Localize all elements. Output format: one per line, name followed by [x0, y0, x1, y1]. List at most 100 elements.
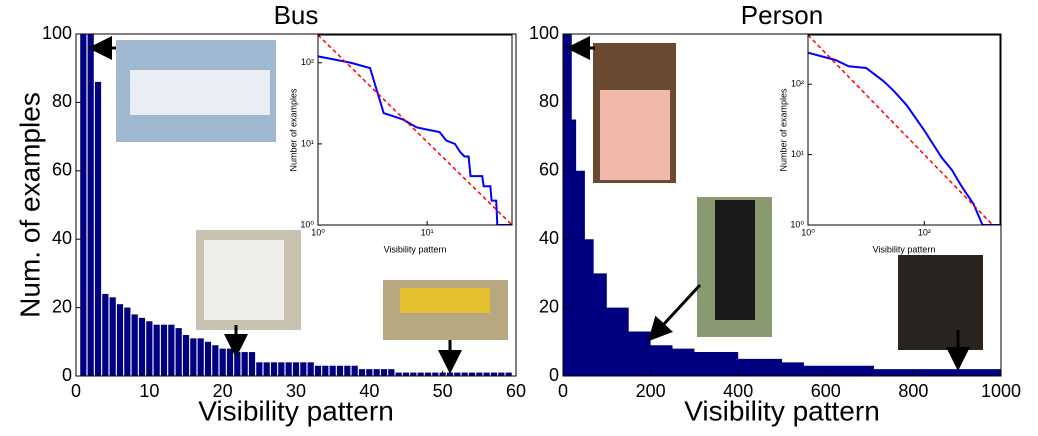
- y-tick-label: 80: [539, 91, 559, 111]
- bar: [336, 365, 344, 376]
- person-photo-body: [715, 200, 755, 320]
- bar: [468, 372, 476, 376]
- y-tick-label: 0: [549, 365, 559, 385]
- x-axis-label: Visibility pattern: [384, 244, 447, 254]
- bar: [307, 362, 314, 376]
- plot: [563, 34, 1001, 376]
- bar: [380, 369, 388, 376]
- bar: [314, 365, 322, 376]
- x-tick-label: 400: [723, 381, 753, 401]
- bar: [146, 321, 153, 376]
- x-tick-label: 10: [139, 381, 159, 401]
- bar: [483, 372, 490, 376]
- x-tick-label: 10¹: [421, 227, 434, 237]
- bar: [278, 362, 285, 376]
- x-tick-label: 10²: [918, 227, 931, 237]
- bar: [395, 372, 402, 376]
- x-axis-label: Visibility pattern: [198, 395, 394, 426]
- y-tick-label: 10¹: [301, 138, 314, 148]
- bar: [234, 352, 241, 376]
- x-axis-label: Visibility pattern: [873, 244, 936, 254]
- bar: [322, 365, 329, 376]
- bar: [190, 338, 197, 376]
- y-tick-label: 60: [52, 160, 72, 180]
- x-tick-label: 30: [286, 381, 306, 401]
- bar: [94, 81, 102, 376]
- bar: [490, 372, 498, 376]
- series-line: [318, 35, 512, 225]
- bar: [498, 372, 505, 376]
- x-tick-label: 40: [359, 381, 379, 401]
- y-axis-label: Number of examples: [288, 88, 298, 172]
- y-axis-label: Num. of examples: [14, 92, 45, 318]
- bar: [87, 34, 94, 376]
- bar: [329, 365, 336, 376]
- bar: [109, 297, 116, 376]
- plot: [318, 35, 512, 225]
- bar: [241, 352, 248, 376]
- bar: [263, 362, 270, 376]
- y-tick-label: 100: [529, 23, 559, 43]
- arrow: [647, 283, 702, 342]
- photos: [88, 36, 983, 374]
- bar: [256, 362, 263, 376]
- y-tick-label: 10⁰: [300, 219, 314, 229]
- bar: [182, 334, 190, 376]
- x-tick-label: 10⁰: [801, 227, 815, 237]
- bar: [248, 352, 256, 376]
- x-axis-label: Visibility pattern: [684, 395, 880, 426]
- bar: [80, 34, 87, 376]
- bar: [344, 365, 351, 376]
- x-tick-label: 50: [433, 381, 453, 401]
- bar: [212, 345, 219, 376]
- person-photo: [898, 255, 983, 350]
- x-tick-label: 20: [213, 381, 233, 401]
- bar: [424, 372, 432, 376]
- x-tick-label: 200: [636, 381, 666, 401]
- x-tick-label: 0: [71, 381, 81, 401]
- y-tick-label: 40: [52, 228, 72, 248]
- bus-photo-body: [204, 240, 284, 320]
- bar: [373, 369, 380, 376]
- y-tick-label: 10¹: [791, 149, 804, 159]
- bar: [454, 372, 461, 376]
- bar: [285, 362, 292, 376]
- chart-title: Bus: [274, 0, 319, 30]
- series-line: [318, 55, 512, 225]
- bar: [292, 362, 300, 376]
- y-axis-label: Number of examples: [778, 88, 788, 172]
- y-tick-label: 10⁰: [790, 219, 804, 229]
- bar: [153, 324, 160, 376]
- y-tick-label: 20: [52, 296, 72, 316]
- plot: [808, 35, 1000, 225]
- bus-inset: 10⁰ 10¹ 10⁰ 10¹ 10² Visibility pattern Number …: [288, 34, 513, 254]
- bus-photo-body: [130, 70, 270, 115]
- y-tick-label: 100: [42, 23, 72, 43]
- y-tick-label: 10²: [791, 79, 804, 89]
- bar: [204, 341, 212, 376]
- x-tick-label: 0: [558, 381, 568, 401]
- bar: [116, 304, 124, 376]
- bar: [461, 372, 468, 376]
- person-photo-body: [600, 90, 670, 180]
- y-tick-label: 60: [539, 160, 559, 180]
- y-tick-label: 0: [62, 365, 72, 385]
- bar: [505, 372, 512, 376]
- y-tick-label: 10²: [301, 57, 314, 67]
- bar: [476, 372, 483, 376]
- x-tick-label: 10⁰: [311, 227, 325, 237]
- bar: [446, 372, 454, 376]
- x-tick-label: 1000: [981, 381, 1021, 401]
- x-tick-label: 60: [506, 381, 526, 401]
- bus-photo-body: [400, 288, 490, 313]
- axes-frame: [317, 34, 513, 226]
- chart-title: Person: [741, 0, 823, 30]
- bar: [351, 365, 358, 376]
- area: [563, 34, 1001, 376]
- bar: [300, 362, 307, 376]
- bar: [226, 348, 234, 376]
- series-line: [808, 51, 1000, 225]
- bar: [131, 314, 138, 376]
- y-tick-label: 20: [539, 296, 559, 316]
